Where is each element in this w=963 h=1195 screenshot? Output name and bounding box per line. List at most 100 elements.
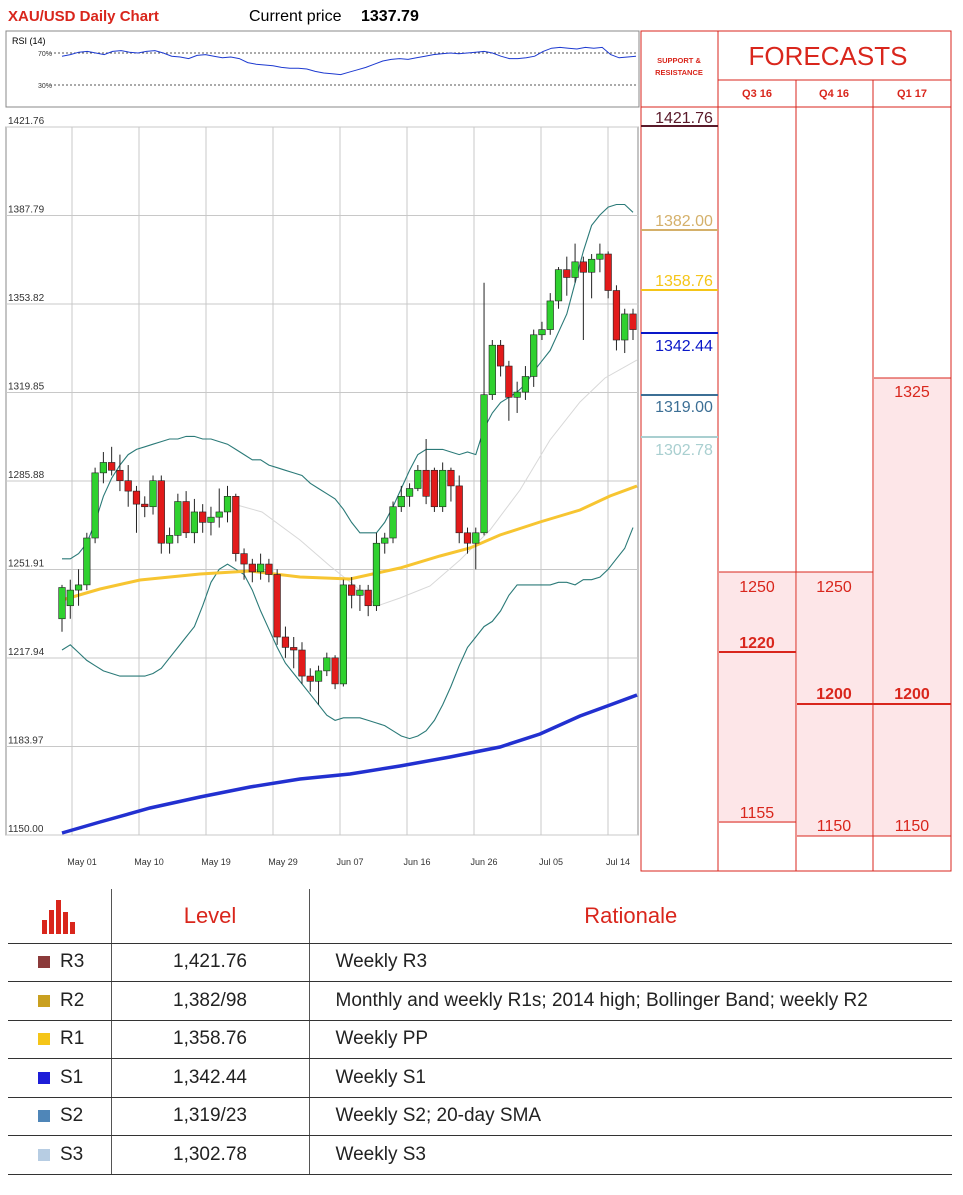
- candle: [604, 251, 612, 299]
- candle-body-down: [563, 269, 571, 278]
- candle: [323, 652, 331, 677]
- candle: [99, 452, 107, 484]
- candle-body-up: [215, 511, 223, 518]
- y-tick-label: 1251.91: [8, 559, 45, 570]
- rsi-panel: RSI (14) 70% 30%: [5, 30, 640, 108]
- candle: [612, 285, 621, 351]
- candle: [223, 485, 232, 523]
- candle: [348, 577, 356, 609]
- candle-body-down: [141, 503, 149, 508]
- candle-body-up: [323, 657, 331, 672]
- candle-body-up: [99, 462, 107, 474]
- level-rationale: Weekly S3: [309, 1135, 952, 1175]
- candle: [199, 504, 207, 533]
- y-tick-label: 1150.00: [8, 824, 44, 835]
- candle: [190, 498, 199, 544]
- candle: [149, 475, 157, 515]
- candle-body-down: [430, 469, 438, 508]
- candle: [314, 665, 323, 705]
- level-rationale: Weekly PP: [309, 1020, 952, 1059]
- table-row: S1 1,342.44 Weekly S1: [8, 1058, 952, 1098]
- candle: [389, 501, 397, 544]
- candle: [124, 465, 132, 507]
- level-name-cell: S1: [8, 1058, 112, 1098]
- candle-body-down: [248, 563, 256, 573]
- candle-body-up: [83, 537, 91, 586]
- candle: [546, 293, 554, 335]
- y-tick-label: 1421.76: [8, 116, 45, 127]
- candle: [538, 321, 546, 341]
- candle-body-up: [389, 506, 397, 539]
- level-color-swatch: [38, 1110, 50, 1123]
- candle: [530, 329, 538, 387]
- candle-body-down: [629, 313, 637, 330]
- candle-body-down: [182, 501, 190, 534]
- candle: [488, 340, 496, 400]
- candle-body-down: [364, 589, 372, 607]
- candle-body-up: [372, 542, 381, 607]
- candle-body-up: [381, 537, 389, 544]
- candle: [439, 462, 447, 512]
- level-rationale: Monthly and weekly R1s; 2014 high; Bolli…: [309, 981, 952, 1021]
- candle-body-up: [571, 261, 579, 278]
- candle: [306, 668, 314, 692]
- level-name: R3: [60, 951, 85, 973]
- bar-chart-icon: [40, 898, 78, 934]
- candle: [521, 366, 530, 400]
- candle-body-down: [290, 647, 298, 651]
- candle: [91, 467, 99, 544]
- candle: [629, 308, 637, 341]
- level-color-swatch: [38, 956, 50, 969]
- y-tick-label: 1353.82: [8, 293, 45, 304]
- candle: [132, 485, 141, 533]
- candle-body-down: [124, 480, 132, 492]
- candle-body-down: [612, 290, 621, 341]
- candle-body-down: [579, 261, 587, 273]
- sr-value-s3: 1302.78: [655, 442, 713, 459]
- candle: [405, 483, 414, 507]
- candle-body-down: [505, 365, 513, 398]
- candle-body-down: [199, 511, 207, 523]
- candle: [588, 254, 596, 299]
- candle: [480, 282, 488, 536]
- candle-body-up: [339, 584, 347, 685]
- header-level: Level: [111, 889, 310, 944]
- forecast-q3-low: 1155: [740, 805, 775, 822]
- candle: [571, 243, 579, 283]
- candle-body-up: [190, 511, 199, 534]
- candle-body-up: [207, 516, 215, 523]
- candle-body-up: [480, 394, 488, 534]
- x-tick-label: May 01: [67, 857, 97, 867]
- rsi-label: RSI (14): [12, 36, 46, 46]
- forecasts-panel: FORECASTS SUPPORT & RESISTANCE Q3 16 Q4 …: [640, 30, 952, 872]
- candle: [174, 493, 182, 544]
- chart-canvas: XAU/USD Daily Chart Current price 1337.7…: [5, 8, 952, 872]
- current-price-value: 1337.79: [361, 8, 419, 25]
- candle-body-down: [281, 636, 290, 648]
- level-rationale: Weekly S1: [309, 1058, 952, 1098]
- sr-value-r2: 1382.00: [655, 213, 713, 230]
- candle: [621, 308, 629, 354]
- candle: [257, 553, 265, 580]
- candle: [232, 493, 240, 562]
- current-price-label: Current price: [249, 8, 342, 25]
- candle-body-up: [174, 501, 182, 536]
- candle-body-down: [306, 675, 314, 682]
- candle-body-up: [405, 488, 414, 497]
- candle-body-down: [116, 469, 124, 481]
- forecast-q4-low: 1150: [817, 818, 852, 835]
- level-color-swatch: [38, 1148, 50, 1161]
- candle: [364, 584, 372, 617]
- table-row: R3 1,421.76 Weekly R3: [8, 943, 952, 982]
- candle-body-down: [604, 253, 612, 291]
- candle-body-up: [596, 253, 604, 260]
- candle-body-up: [538, 329, 546, 336]
- y-tick-label: 1217.94: [8, 647, 45, 658]
- level-name: R2: [60, 989, 85, 1011]
- candle-body-up: [588, 258, 596, 273]
- candle-body-down: [496, 344, 505, 367]
- candle-body-down: [265, 563, 273, 575]
- candle-body-down: [273, 574, 281, 638]
- table-header: Level Rationale: [8, 889, 952, 944]
- level-name: S3: [60, 1143, 84, 1165]
